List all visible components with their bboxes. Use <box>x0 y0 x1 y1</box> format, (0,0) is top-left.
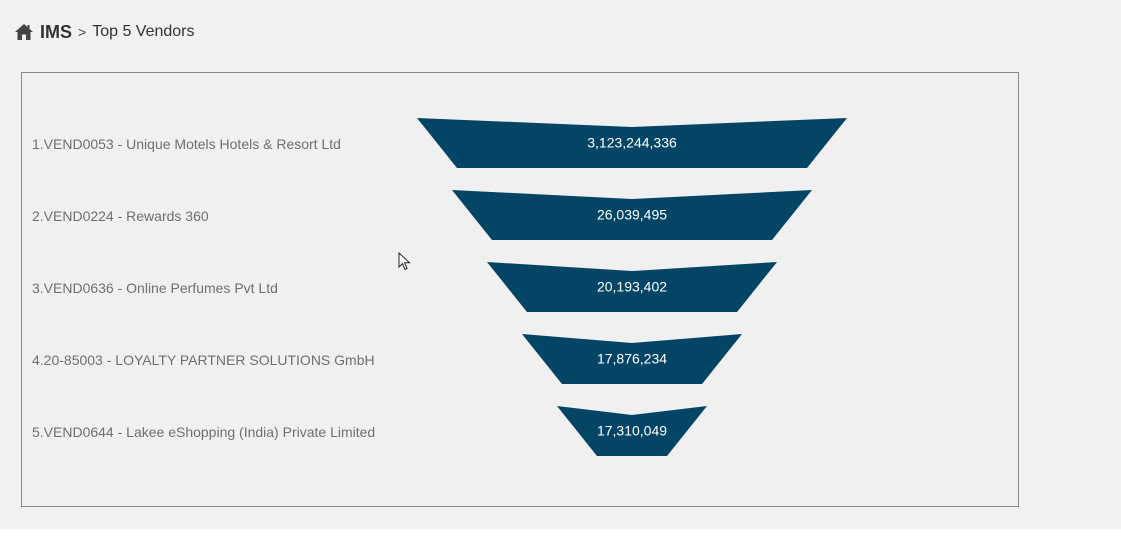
funnel-chart: 3,123,244,336 26,039,495 20,193,402 17,876,… <box>417 118 847 456</box>
chart-panel: 1.VEND0053 - Unique Motels Hotels & Reso… <box>21 72 1019 507</box>
funnel-value-label: 17,310,049 <box>597 423 667 439</box>
funnel-value-label: 26,039,495 <box>597 207 667 223</box>
funnel-segment[interactable] <box>452 190 812 240</box>
funnel-category-label: 2.VEND0224 - Rewards 360 <box>32 208 209 224</box>
home-icon[interactable] <box>14 23 34 41</box>
funnel-category-label: 5.VEND0644 - Lakee eShopping (India) Pri… <box>32 424 376 440</box>
breadcrumb: IMS > Top 5 Vendors <box>14 20 195 44</box>
funnel-segment[interactable] <box>522 334 742 384</box>
funnel-category-label: 4.20-85003 - LOYALTY PARTNER SOLUTIONS G… <box>32 352 375 368</box>
mouse-cursor-icon <box>398 252 411 271</box>
funnel-segment[interactable] <box>487 262 777 312</box>
breadcrumb-separator: > <box>78 24 87 40</box>
funnel-category-label: 3.VEND0636 - Online Perfumes Pvt Ltd <box>32 280 278 296</box>
funnel-segment[interactable] <box>557 406 707 456</box>
bottom-strip <box>0 529 1121 545</box>
funnel-category-label: 1.VEND0053 - Unique Motels Hotels & Reso… <box>32 136 341 152</box>
funnel-value-label: 17,876,234 <box>597 351 667 367</box>
funnel-value-label: 3,123,244,336 <box>587 135 677 151</box>
funnel-value-label: 20,193,402 <box>597 279 667 295</box>
page-title: Top 5 Vendors <box>92 23 195 40</box>
breadcrumb-app-link[interactable]: IMS <box>40 21 73 42</box>
funnel-segment[interactable] <box>417 118 847 168</box>
